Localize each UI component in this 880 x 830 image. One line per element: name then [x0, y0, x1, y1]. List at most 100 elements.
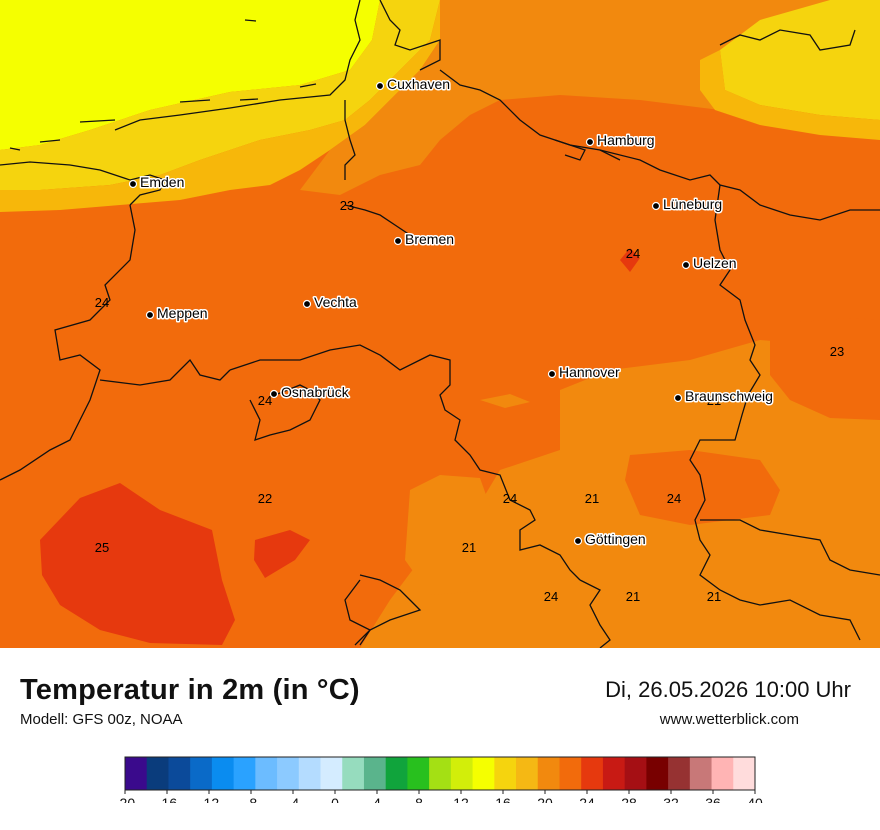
colorbar-swatch: [342, 757, 365, 790]
city-dot: [681, 260, 691, 270]
borders: [0, 0, 880, 648]
field-16-north: [0, 0, 380, 150]
isotherm-label: 25: [95, 540, 109, 555]
isotherm-label: 21: [707, 393, 721, 408]
colorbar-swatch: [429, 757, 452, 790]
colorbar-swatch: [125, 757, 148, 790]
city-label: Meppen: [157, 305, 208, 321]
field-25-southwest: [40, 483, 235, 645]
colorbar-swatch: [494, 757, 517, 790]
model-info: Modell: GFS 00z, NOAA: [20, 711, 183, 728]
temperature-map-svg: 23 24 24 23 24 21 22 24 21 24 25 21 24 21 21 Cuxhaven H…: [0, 0, 880, 648]
colorbar-swatch: [646, 757, 669, 790]
city-label: Braunschweig: [685, 388, 773, 404]
colorbar-swatch: [277, 757, 300, 790]
colorbar-swatch: [472, 757, 495, 790]
isotherm-label: 22: [258, 491, 272, 506]
city-markers: Cuxhaven Hamburg Emden Lüneburg Bremen Uelzen…: [128, 75, 774, 549]
city-dot: [393, 236, 403, 246]
colorbar-tick-label: -8: [245, 795, 258, 803]
isotherm-label: 21: [707, 589, 721, 604]
city-label: Bremen: [405, 231, 454, 247]
field-24-west: [0, 210, 90, 330]
colorbar-swatch: [537, 757, 560, 790]
colorbar-swatch: [146, 757, 169, 790]
website-label: www.wetterblick.com: [659, 711, 799, 728]
colorbar-swatch: [581, 757, 604, 790]
city-dot: [269, 389, 279, 399]
valid-datetime: Di, 26.05.2026 10:00 Uhr: [605, 677, 851, 702]
isotherm-label: 24: [503, 491, 517, 506]
colorbar-tick-label: 8: [415, 795, 423, 803]
city-label: Lüneburg: [663, 196, 722, 212]
isotherm-label: 24: [667, 491, 681, 506]
city-dot: [573, 536, 583, 546]
field-20-north: [0, 0, 445, 212]
isotherm-labels: 23 24 24 23 24 21 22 24 21 24 25 21 24 21 21: [95, 198, 844, 604]
colorbar-tick-label: -4: [287, 795, 300, 803]
colorbar-tick-label: 36: [705, 795, 721, 803]
isotherm-label: 21: [626, 589, 640, 604]
colorbar-swatch: [733, 757, 756, 790]
islands: [9, 19, 586, 161]
colorbar-swatch: [689, 757, 713, 790]
city-label: Emden: [140, 174, 184, 190]
colorbar-swatch: [363, 757, 387, 790]
colorbar-tick-label: 24: [579, 795, 595, 803]
colorbar-tick-label: 16: [495, 795, 511, 803]
colorbar-swatch: [516, 757, 539, 790]
city-label: Hamburg: [597, 132, 655, 148]
field-25-dot: [620, 248, 640, 272]
colorbar-tick-label: -12: [199, 795, 219, 803]
colorbar-legend: -20 -16 -12 -8 -4 0 4 8 12 16 20 24 28 32 36 40: [0, 753, 880, 811]
field-18-north: [0, 0, 440, 190]
city-dot: [673, 393, 683, 403]
colorbar-swatch: [711, 757, 734, 790]
colorbar-swatch: [407, 757, 430, 790]
city-label: Vechta: [314, 294, 357, 310]
colorbar-tick-label: 40: [747, 795, 763, 803]
field-25-small: [254, 530, 310, 578]
isotherm-label: 24: [95, 295, 109, 310]
isotherm-label: 23: [340, 198, 354, 213]
city-label: Hannover: [559, 364, 620, 380]
colorbar-tick-label: -16: [157, 795, 177, 803]
colorbar-tick-label: 32: [663, 795, 679, 803]
colorbar-swatch: [624, 757, 647, 790]
city-dot: [302, 299, 312, 309]
city-dot: [585, 137, 595, 147]
map-footer: Temperatur in 2m (in °C) Modell: GFS 00z…: [0, 648, 880, 830]
city-dot: [651, 201, 661, 211]
isotherm-label: 24: [544, 589, 558, 604]
colorbar-tick-label: 0: [331, 795, 339, 803]
colorbar-swatch: [190, 757, 213, 790]
colorbar-swatch: [255, 757, 278, 790]
colorbar-swatch: [559, 757, 582, 790]
city-label: Cuxhaven: [387, 76, 450, 92]
city-label: Göttingen: [585, 531, 646, 547]
isotherm-label: 21: [585, 491, 599, 506]
field-22-south: [405, 475, 495, 595]
weather-map: 23 24 24 23 24 21 22 24 21 24 25 21 24 21 21 Cuxhaven H…: [0, 0, 880, 648]
colorbar-swatch: [211, 757, 235, 790]
colorbar-tick-label: -20: [115, 795, 135, 803]
colorbar-swatch: [320, 757, 343, 790]
city-dot: [128, 179, 138, 189]
colorbar-tick-label: 28: [621, 795, 637, 803]
colorbar-svg: -20 -16 -12 -8 -4 0 4 8 12 16 20 24 28 32 36 40: [115, 756, 763, 811]
colorbar-swatch: [385, 757, 408, 790]
field-20-northeast: [700, 50, 880, 140]
map-title: Temperatur in 2m (in °C): [20, 674, 360, 706]
isotherm-label: 24: [258, 393, 272, 408]
city-label: Osnabrück: [281, 384, 350, 400]
isotherm-label: 21: [462, 540, 476, 555]
city-dot: [547, 369, 557, 379]
colorbar-tick-label: 4: [373, 795, 381, 803]
colorbar-swatch: [602, 757, 626, 790]
city-label: Uelzen: [693, 255, 737, 271]
colorbar-swatch: [668, 757, 691, 790]
colorbar-tick-label: 20: [537, 795, 553, 803]
colorbar-swatch: [168, 757, 191, 790]
field-22-spot: [480, 394, 530, 408]
colorbar-swatch: [298, 757, 322, 790]
